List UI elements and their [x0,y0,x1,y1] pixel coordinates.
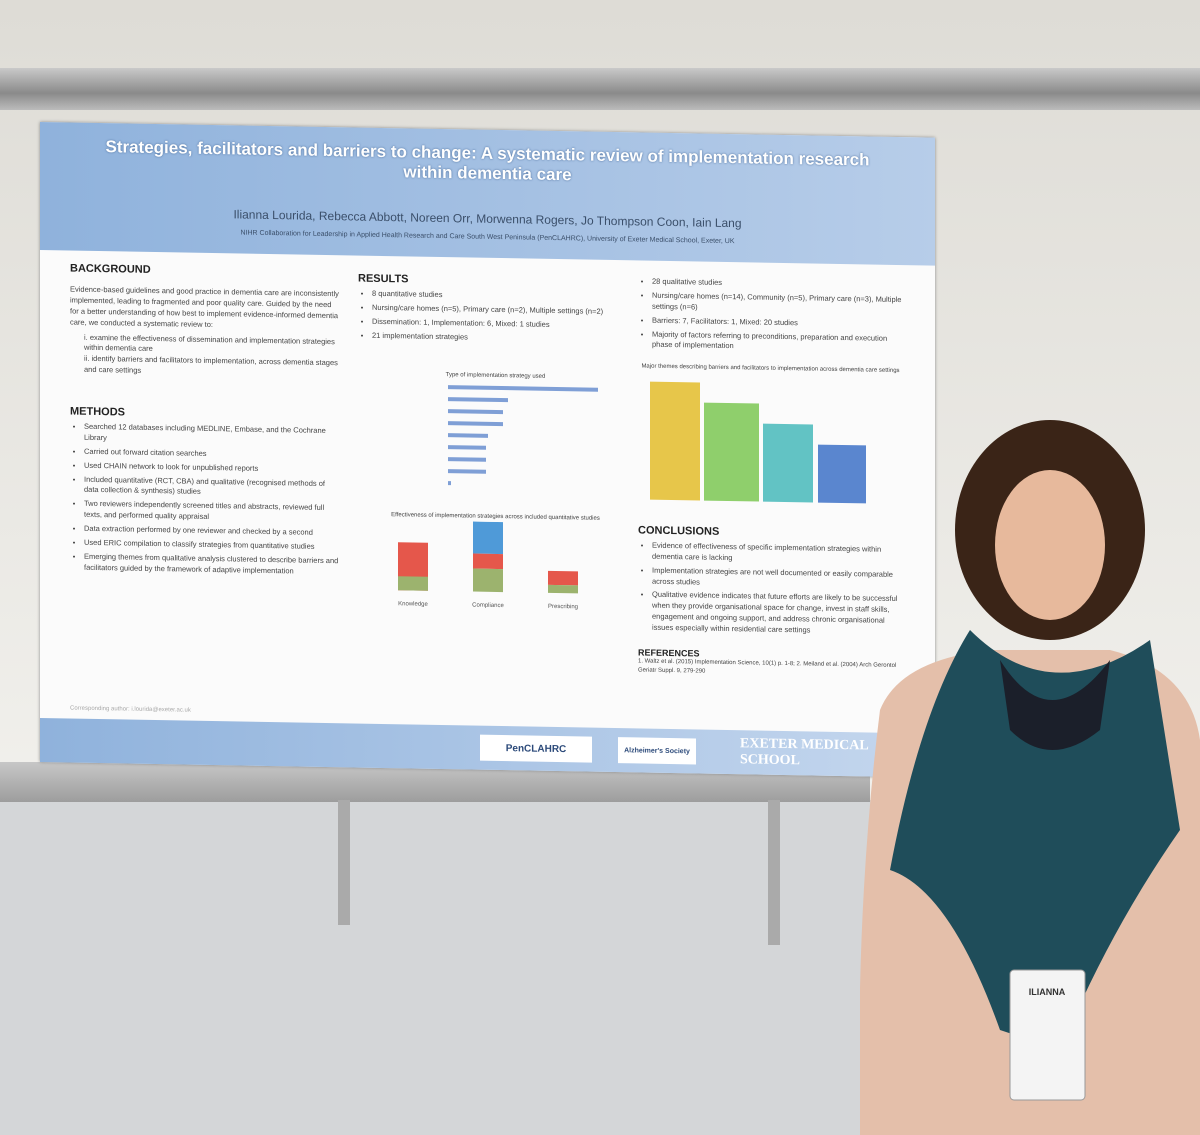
list-item: Emerging themes from qualitative analysi… [84,552,340,578]
contact: Corresponding author: i.lourida@exeter.a… [70,705,191,714]
column: RESULTS 8 quantitative studiesNursing/ca… [358,273,633,630]
leg [338,800,350,925]
column: 28 qualitative studiesNursing/care homes… [638,272,903,679]
rail [0,68,1200,110]
aims: i. examine the effectiveness of dissemin… [84,332,340,380]
list-item: Used ERIC compilation to classify strate… [84,538,340,553]
column: BACKGROUND Evidence-based guidelines and… [70,263,340,582]
list: 28 qualitative studiesNursing/care homes… [638,276,903,355]
heading: RESULTS [358,272,409,286]
list-item: Searched 12 databases including MEDLINE,… [84,422,340,448]
axis-label: Prescribing [548,604,578,611]
title: Strategies, facilitators and barriers to… [105,137,870,185]
leg [768,800,780,945]
list-item: Included quantitative (RCT, CBA) and qua… [84,474,340,500]
poster: Strategies, facilitators and barriers to… [40,122,935,778]
axis-label: Compliance [472,602,504,609]
poster-header: Strategies, facilitators and barriers to… [40,122,935,266]
badge-name: ILIANNA [1029,987,1066,997]
heading: BACKGROUND [70,262,151,276]
chart-figure [448,385,598,486]
logo: PenCLAHRC [480,734,592,763]
list: 8 quantitative studiesNursing/care homes… [358,289,633,346]
list-item: Two reviewers independently screened tit… [84,499,340,525]
list-item: Nursing/care homes (n=14), Community (n=… [652,291,903,317]
list-item: Nursing/care homes (n=5), Primary care (… [372,303,633,318]
list-item: Majority of factors referring to precond… [652,329,903,355]
list-item: 8 quantitative studies [372,289,633,304]
list-item: Barriers: 7, Facilitators: 1, Mixed: 20 … [652,315,903,330]
list-item: Data extraction performed by one reviewe… [84,524,340,539]
list-item: Carried out forward citation searches [84,447,340,462]
list-item: Used CHAIN network to look for unpublish… [84,460,340,475]
list: Searched 12 databases including MEDLINE,… [70,422,340,578]
themes-figure [650,381,866,504]
list-item: Dissemination: 1, Implementation: 6, Mix… [372,317,633,332]
list-item: ii. identify barriers and facilitators t… [84,354,338,375]
person: ILIANNA [860,420,1200,1135]
heading: METHODS [70,405,125,419]
axis-label: Knowledge [398,601,428,608]
chart-figure: Knowledge Compliance Prescribing [398,521,578,611]
list-item: 21 implementation strategies [372,330,633,345]
list-item: 28 qualitative studies [652,277,903,292]
logo: Alzheimer's Society [618,737,696,765]
paragraph: Evidence-based guidelines and good pract… [70,284,339,329]
